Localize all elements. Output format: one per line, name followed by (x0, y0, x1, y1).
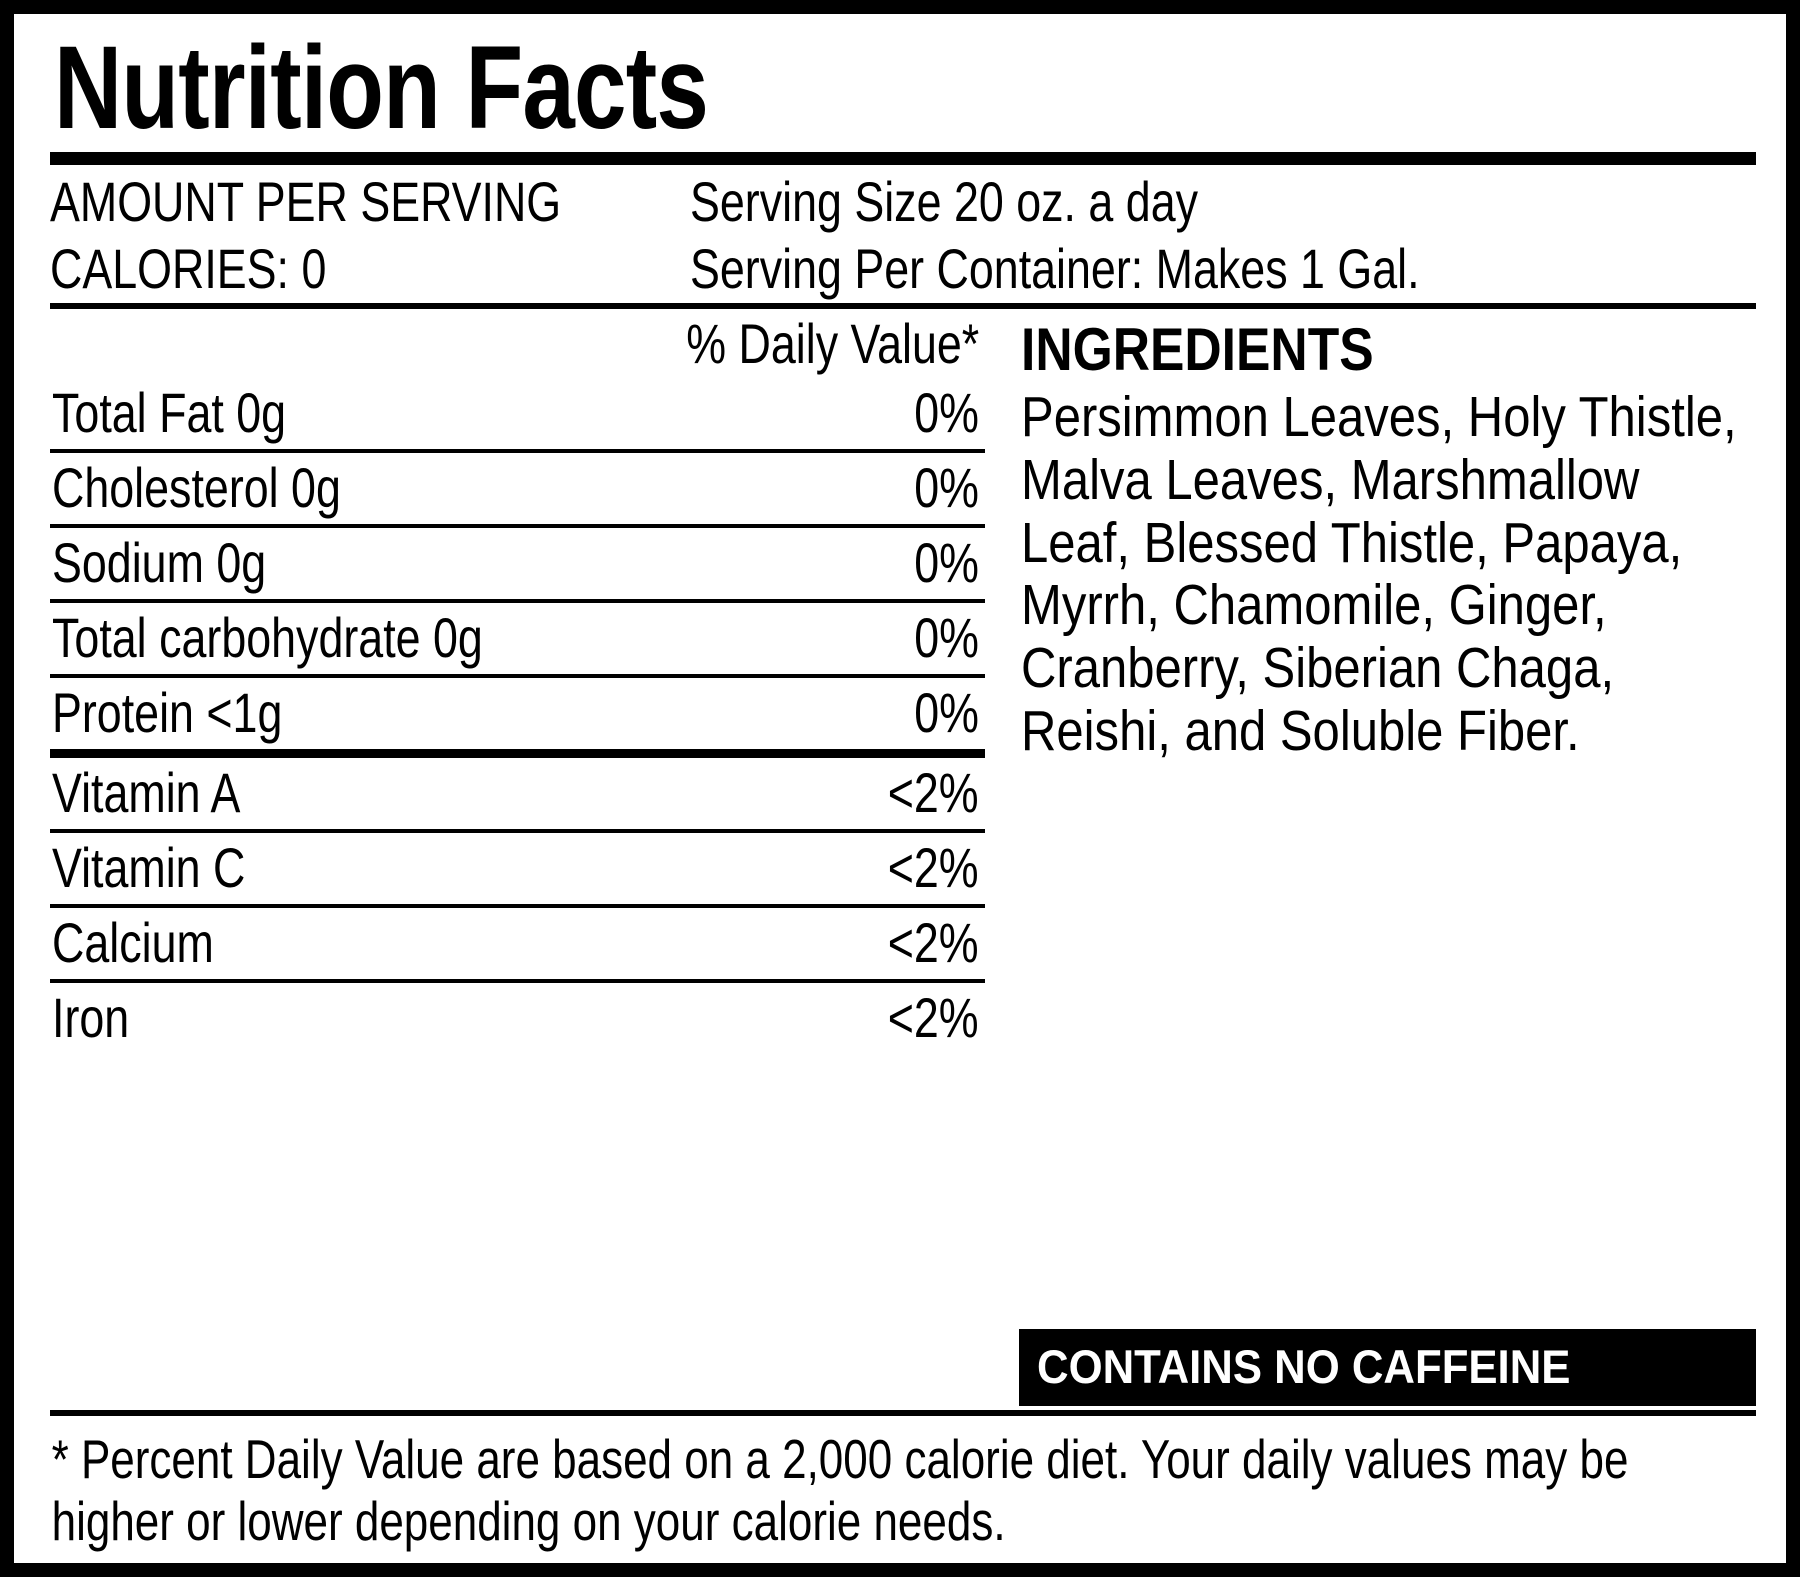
nutrient-value: 0% (914, 681, 979, 745)
nutrient-value: <2% (888, 836, 979, 900)
ingredients-text: Persimmon Leaves, Holy Thistle, Malva Le… (1021, 385, 1737, 763)
nutrient-name: Iron (52, 986, 130, 1050)
table-row: Total Fat 0g 0% (50, 378, 985, 449)
table-row: Total carbohydrate 0g 0% (50, 603, 985, 674)
row-divider (50, 904, 985, 909)
row-divider (50, 524, 985, 529)
table-row: Calcium <2% (50, 908, 985, 979)
serving-per-container-value: Serving Per Container: Makes 1 Gal. (690, 237, 1420, 301)
nutrient-name: Total Fat 0g (52, 381, 287, 445)
nutrient-value: <2% (888, 911, 979, 975)
nutrient-name: Calcium (52, 911, 214, 975)
nutrient-name: Vitamin A (52, 761, 241, 825)
nutrient-value: 0% (914, 381, 979, 445)
nutrient-value: <2% (888, 761, 979, 825)
title-divider (50, 152, 1756, 166)
page-title: Nutrition Facts (54, 22, 709, 154)
serving-row-calories: CALORIES: 0 Serving Per Container: Makes… (50, 236, 1756, 301)
footnote-text: * Percent Daily Value are based on a 2,0… (51, 1427, 1629, 1553)
row-divider (50, 829, 985, 834)
caffeine-banner: CONTAINS NO CAFFEINE (1019, 1328, 1756, 1406)
nutrient-value: 0% (914, 606, 979, 670)
ingredients-heading: INGREDIENTS (1021, 316, 1374, 384)
table-row: Protein <1g 0% (50, 678, 985, 749)
table-row: Vitamin C <2% (50, 833, 985, 904)
nutrient-name: Total carbohydrate 0g (52, 606, 483, 670)
nutrient-value: 0% (914, 531, 979, 595)
micronutrient-section-divider (50, 749, 985, 759)
amount-per-serving-label: AMOUNT PER SERVING (50, 170, 562, 234)
table-row: Vitamin A <2% (50, 758, 985, 829)
nutrient-name: Cholesterol 0g (52, 456, 341, 520)
row-divider (50, 674, 985, 679)
table-row: Sodium 0g 0% (50, 528, 985, 599)
serving-row-amount: AMOUNT PER SERVING Serving Size 20 oz. a… (50, 169, 1756, 234)
row-divider (50, 979, 985, 984)
serving-block: AMOUNT PER SERVING Serving Size 20 oz. a… (50, 169, 1756, 303)
daily-value-header: % Daily Value* (50, 309, 985, 378)
row-divider (50, 599, 985, 604)
table-row: Cholesterol 0g 0% (50, 453, 985, 524)
label-inner: Nutrition Facts AMOUNT PER SERVING Servi… (14, 14, 1786, 1563)
nutrient-name: Protein <1g (52, 681, 283, 745)
ingredients-panel: INGREDIENTS Persimmon Leaves, Holy Thist… (985, 309, 1756, 1409)
calories-label: CALORIES: 0 (50, 237, 327, 301)
serving-divider (50, 303, 1756, 310)
body-columns: % Daily Value* Total Fat 0g 0% Cholester… (50, 309, 1756, 1409)
caffeine-banner-text: CONTAINS NO CAFFEINE (1037, 1339, 1571, 1393)
row-divider (50, 449, 985, 454)
daily-value-header-text: % Daily Value* (686, 312, 979, 376)
spacer (1019, 762, 1756, 1328)
nutrient-table: % Daily Value* Total Fat 0g 0% Cholester… (50, 309, 985, 1409)
nutrient-value: 0% (914, 456, 979, 520)
nutrient-name: Sodium 0g (52, 531, 267, 595)
nutrient-name: Vitamin C (52, 836, 246, 900)
footnote-divider (50, 1409, 1756, 1416)
nutrient-value: <2% (888, 986, 979, 1050)
table-row: Iron <2% (50, 983, 985, 1054)
serving-size-value: Serving Size 20 oz. a day (690, 170, 1199, 234)
